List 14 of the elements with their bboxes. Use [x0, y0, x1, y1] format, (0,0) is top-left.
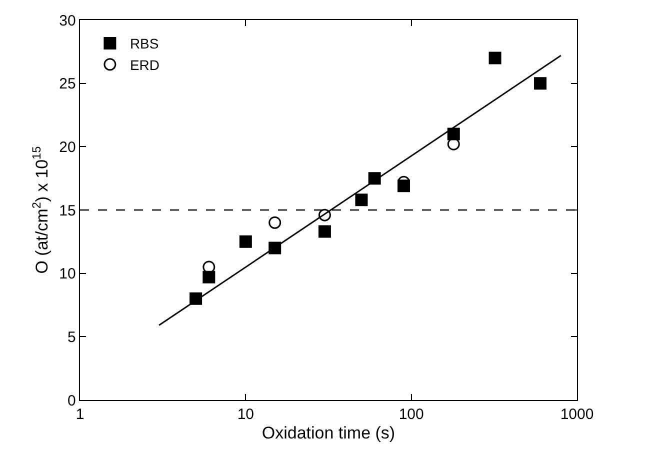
x-tick-label: 100: [398, 406, 424, 424]
y-tick-label: 0: [68, 392, 76, 410]
legend-label: RBS: [130, 36, 159, 52]
x-tick-label: 1: [76, 406, 84, 424]
legend-label: ERD: [130, 56, 160, 73]
y-tick-label: 5: [68, 328, 76, 346]
x-tick-label: 10: [237, 406, 254, 424]
y-tick-label: 25: [59, 76, 76, 93]
y-tick-label: 15: [59, 202, 76, 220]
y-tick-label: 30: [59, 12, 76, 30]
x-axis-title: Oxidation time (s): [262, 424, 396, 443]
y-tick-label: 20: [59, 138, 76, 156]
y-tick-label: 10: [59, 266, 76, 283]
x-tick-label: 1000: [560, 406, 594, 424]
